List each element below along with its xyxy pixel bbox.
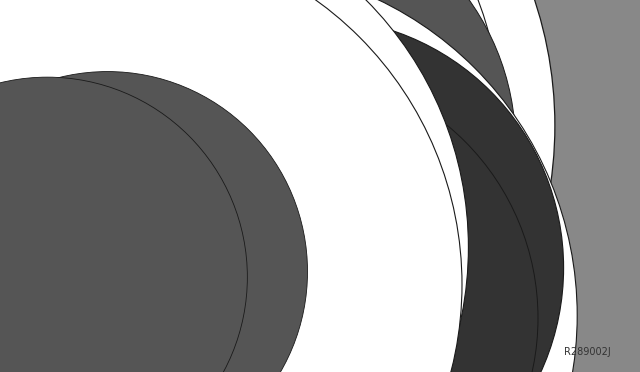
Text: 27450A: 27450A — [214, 272, 252, 282]
Polygon shape — [279, 241, 416, 305]
Polygon shape — [485, 186, 576, 192]
Circle shape — [0, 0, 555, 372]
Text: 27480: 27480 — [138, 156, 168, 166]
Polygon shape — [279, 295, 352, 322]
Circle shape — [0, 0, 397, 312]
Circle shape — [0, 71, 307, 372]
Polygon shape — [314, 206, 358, 252]
Bar — [114, 241, 125, 248]
Text: 27460+A: 27460+A — [152, 39, 198, 49]
Polygon shape — [279, 176, 624, 320]
Circle shape — [0, 0, 402, 372]
Text: 28911M: 28911M — [33, 232, 72, 242]
Polygon shape — [326, 208, 362, 250]
Bar — [118, 242, 154, 250]
Polygon shape — [59, 263, 96, 285]
Circle shape — [38, 68, 538, 372]
Circle shape — [0, 0, 499, 372]
Text: 27485: 27485 — [95, 195, 125, 205]
Circle shape — [63, 18, 564, 372]
Circle shape — [0, 77, 248, 372]
Text: 27440: 27440 — [236, 80, 266, 90]
Polygon shape — [325, 179, 624, 279]
Circle shape — [0, 0, 438, 372]
Circle shape — [15, 0, 516, 372]
Circle shape — [0, 0, 462, 372]
Circle shape — [0, 0, 298, 365]
Circle shape — [0, 0, 468, 372]
Text: 27441: 27441 — [232, 147, 262, 157]
Circle shape — [237, 0, 640, 372]
Polygon shape — [351, 176, 620, 208]
Circle shape — [87, 118, 487, 372]
Text: 28916: 28916 — [140, 101, 170, 111]
Text: R289002J: R289002J — [564, 347, 611, 356]
Polygon shape — [95, 249, 187, 305]
Circle shape — [0, 0, 348, 372]
Circle shape — [0, 0, 577, 372]
Circle shape — [0, 0, 338, 368]
Text: 27460E: 27460E — [37, 75, 74, 85]
Text: 27460: 27460 — [26, 140, 56, 149]
Polygon shape — [362, 187, 483, 219]
Bar — [45, 188, 230, 327]
Circle shape — [145, 54, 640, 372]
Text: 28921M: 28921M — [101, 208, 141, 218]
Text: 28921N: 28921N — [44, 270, 82, 279]
Bar — [107, 278, 118, 285]
